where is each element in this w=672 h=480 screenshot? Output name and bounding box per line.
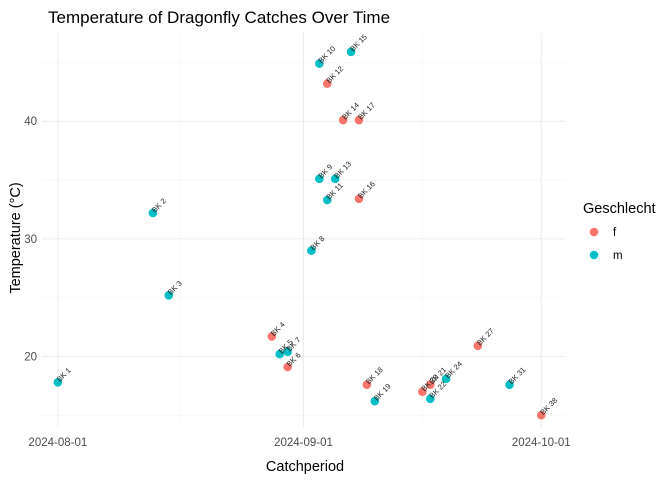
data-point (307, 246, 316, 255)
data-point (330, 174, 340, 184)
data-point (283, 347, 292, 357)
legend-title: Geschlecht (583, 201, 656, 217)
data-point (536, 410, 546, 420)
x-tick-label: 2024-08-01 (28, 437, 87, 449)
data-point (362, 380, 372, 389)
data-point (473, 341, 483, 351)
legend-label-m: m (613, 250, 623, 262)
x-tick-label: 2024-10-01 (512, 437, 571, 449)
chart-title: Temperature of Dragonfly Catches Over Ti… (48, 8, 390, 27)
data-point (322, 79, 332, 88)
data-point (148, 208, 158, 218)
data-point (53, 378, 63, 387)
data-point (418, 387, 427, 397)
y-tick-label: 20 (24, 351, 37, 363)
legend-label-f: f (613, 227, 617, 239)
data-point (164, 290, 174, 300)
data-point (441, 374, 451, 384)
data-point (267, 332, 277, 341)
legend: Geschlecht fm (583, 201, 656, 262)
data-point (354, 115, 364, 125)
x-axis-title: Catchperiod (266, 459, 344, 475)
axis-ticks: 2024-08-01 2024-09-01 2024-10-01 20 30 40 (24, 116, 570, 449)
grid (42, 33, 565, 427)
data-point (283, 362, 292, 372)
data-point (425, 380, 435, 389)
data-point (315, 59, 324, 68)
y-tick-label: 40 (24, 116, 37, 128)
data-point (505, 380, 514, 389)
data-points (53, 47, 546, 420)
x-tick-label: 2024-09-01 (274, 437, 333, 449)
data-point (354, 194, 364, 204)
data-point (346, 47, 356, 57)
y-axis-title: Temperature (°C) (8, 182, 24, 293)
legend-key-f (589, 227, 599, 237)
y-tick-label: 30 (24, 234, 37, 246)
data-point (322, 195, 332, 205)
data-point (315, 174, 324, 184)
data-point (275, 349, 285, 359)
legend-key-m (589, 250, 599, 260)
data-point (338, 115, 348, 125)
data-point (425, 394, 435, 404)
data-point (370, 396, 380, 406)
